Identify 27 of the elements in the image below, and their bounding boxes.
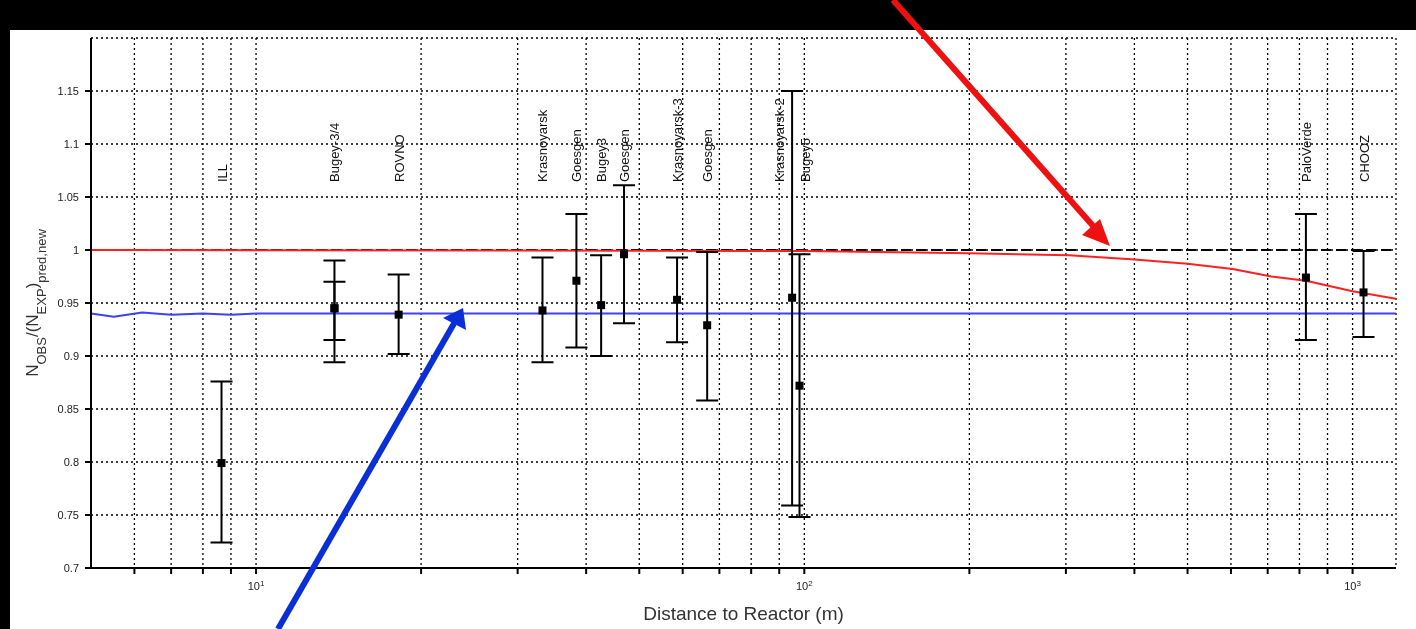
- x-tick-label: 10$^{2}$: [795, 578, 814, 592]
- annotation: ILL: [214, 163, 230, 182]
- y-tick-label: 1.05: [57, 191, 79, 203]
- y-tick-label: 0.7: [63, 562, 79, 574]
- annotation: CHOOZ: [1356, 135, 1372, 182]
- x-axis-title: Distance to Reactor (m): [643, 603, 844, 624]
- annotation: Bugey5: [797, 137, 813, 182]
- annotation: Goesgen: [617, 129, 633, 182]
- annotation: Krasnoyarsk-2: [772, 98, 788, 182]
- y-tick-label: 0.85: [57, 403, 79, 415]
- y-tick-label: 0.9: [63, 350, 79, 362]
- y-tick-label: 0.95: [57, 297, 79, 309]
- annotation: Krasnoyarsk: [535, 109, 551, 182]
- y-tick-label: 1.15: [57, 85, 79, 97]
- annotation: ROVNO: [391, 134, 407, 182]
- annotation: PaloVerde: [1298, 122, 1314, 182]
- x-tick-label: 10$^{3}$: [1344, 578, 1362, 592]
- y-tick-label: 0.75: [57, 509, 79, 521]
- annotation: Krasnoyarsk-3: [670, 98, 686, 182]
- y-tick-label: 0.8: [63, 456, 79, 468]
- y-tick-label: 1.1: [63, 138, 79, 150]
- annotation: Goesgen: [569, 129, 585, 182]
- annotation: Goesgen: [700, 129, 716, 182]
- annotation: Bugey-3/4: [327, 122, 343, 182]
- x-tick-label: 10$^{1}$: [247, 578, 265, 592]
- y-tick-label: 1: [72, 244, 79, 256]
- annotation: Bugey3: [594, 137, 610, 182]
